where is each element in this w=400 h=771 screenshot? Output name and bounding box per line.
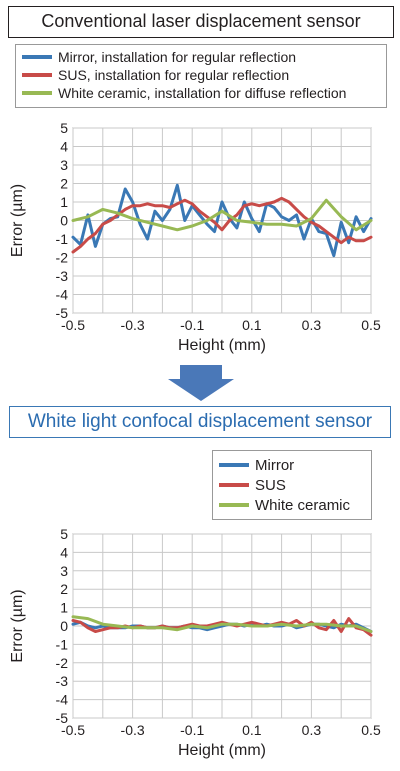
legend-label-mirror: Mirror [255,456,295,474]
x-tick-label: -0.3 [121,722,145,738]
series-line-sus [71,196,373,254]
y-tick-label: 4 [60,139,68,155]
y-tick-label: -3 [56,268,69,284]
chart-1-legend: Mirror, installation for regular reflect… [15,44,387,108]
x-tick-label: -0.5 [61,722,85,738]
y-tick-label: -2 [56,250,69,266]
legend-item-sus: SUS [219,475,365,495]
y-tick-label: -4 [56,692,69,708]
legend-swatch-ceramic [22,91,52,95]
legend-label-sus: SUS, installation for regular reflection [58,67,290,83]
legend-item-mirror: Mirror, installation for regular reflect… [22,48,380,66]
legend-label-ceramic: White ceramic [255,496,351,514]
y-tick-label: 3 [60,157,68,173]
down-arrow-icon [168,365,234,401]
legend-swatch-sus [22,73,52,77]
legend-item-ceramic: White ceramic [219,495,365,515]
y-tick-label: -1 [56,636,69,652]
x-tick-label: -0.3 [121,317,145,333]
legend-item-ceramic: White ceramic, installation for diffuse … [22,84,380,102]
legend-swatch-mirror [219,463,249,467]
x-tick-label: 0.3 [302,722,322,738]
legend-item-mirror: Mirror [219,455,365,475]
series-line-ceramic [71,615,373,633]
y-tick-label: -5 [56,710,69,726]
y-tick-label: 2 [60,581,68,597]
x-tick-label: 0.5 [361,317,381,333]
x-tick-label: 0.5 [361,722,381,738]
legend-label-sus: SUS [255,476,286,494]
y-tick-label: -2 [56,655,69,671]
x-axis-label: Height (mm) [178,742,266,759]
x-tick-label: 0.1 [242,317,262,333]
legend-swatch-mirror [22,55,52,59]
chart-2-legend: Mirror SUS White ceramic [212,450,372,520]
chart-1-plot: 5 4 3 2 1 0 -1 -2 -3 -4 -5-0.5 -0.3 -0.1 0.1 0.3 0.5 Hei… [9,120,381,354]
y-axis-label: Error (µm) [9,184,26,257]
legend-label-mirror: Mirror, installation for regular reflect… [58,49,297,65]
y-tick-label: 4 [60,544,68,560]
y-tick-label: -5 [56,305,69,321]
y-tick-label: 0 [60,618,68,634]
chart-2-plot: 5 4 3 2 1 0 -1 -2 -3 -4 -5-0.5 -0.3 -0.1 0.1 0.3 0.5 Hei… [9,526,381,759]
legend-item-sus: SUS, installation for regular reflection [22,66,380,84]
y-tick-label: -4 [56,287,69,303]
legend-label-ceramic: White ceramic, installation for diffuse … [58,85,347,101]
legend-swatch-ceramic [219,503,249,507]
chart-1-title: Conventional laser displacement sensor [8,6,394,38]
x-tick-label: 0.3 [302,317,322,333]
x-tick-label: -0.1 [180,317,204,333]
y-tick-label: 1 [60,600,68,616]
x-tick-label: 0.1 [242,722,262,738]
y-tick-label: -1 [56,231,69,247]
y-tick-label: 5 [60,120,68,136]
legend-swatch-sus [219,483,249,487]
y-tick-label: 2 [60,176,68,192]
x-axis-label: Height (mm) [178,337,266,354]
series-line-ceramic [71,198,373,232]
x-tick-label: -0.1 [180,722,204,738]
y-tick-label: 5 [60,526,68,542]
chart-2-title: White light confocal displacement sensor [9,406,391,438]
series-line-mirror [71,183,373,258]
x-tick-label: -0.5 [61,317,85,333]
y-tick-label: 0 [60,213,68,229]
y-tick-label: -3 [56,673,69,689]
y-tick-label: 1 [60,194,68,210]
y-tick-label: 3 [60,563,68,579]
y-axis-label: Error (µm) [9,589,26,662]
